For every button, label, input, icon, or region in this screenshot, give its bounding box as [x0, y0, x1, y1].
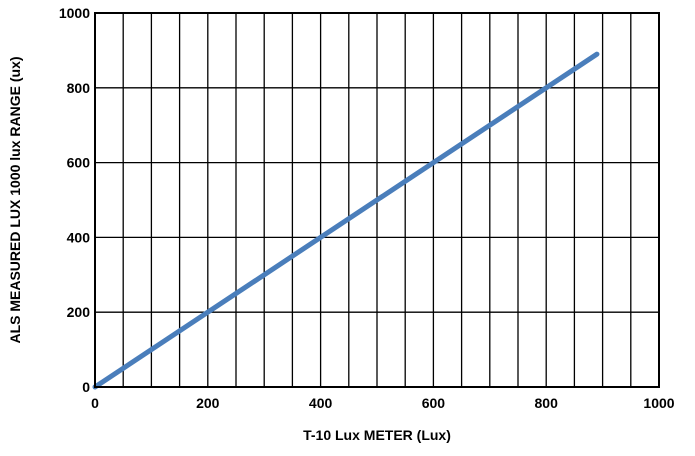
x-axis-label: T-10 Lux METER (Lux) — [303, 427, 451, 443]
y-tick-label: 1000 — [59, 5, 90, 21]
gridlines — [95, 13, 659, 387]
series-layer — [92, 51, 600, 390]
y-axis-label: ALS MEASURED LUX 1000 lux RANGE (ux) — [7, 56, 23, 343]
x-tick-label: 0 — [91, 395, 99, 411]
y-tick-label: 400 — [67, 229, 91, 245]
x-tick-label: 600 — [422, 395, 446, 411]
x-tick-label: 1000 — [643, 395, 674, 411]
x-tick-label: 400 — [309, 395, 333, 411]
series-line — [92, 51, 600, 390]
x-tick-label: 200 — [196, 395, 220, 411]
y-tick-label: 600 — [67, 155, 91, 171]
y-tick-label: 0 — [82, 379, 90, 395]
plot-frame — [94, 12, 660, 388]
y-tick-label: 200 — [67, 304, 91, 320]
tick-labels: 0 200 400 600 800 1000 0 200 400 600 800 1000 — [59, 5, 675, 411]
x-tick-label: 800 — [535, 395, 559, 411]
y-tick-label: 800 — [67, 80, 91, 96]
